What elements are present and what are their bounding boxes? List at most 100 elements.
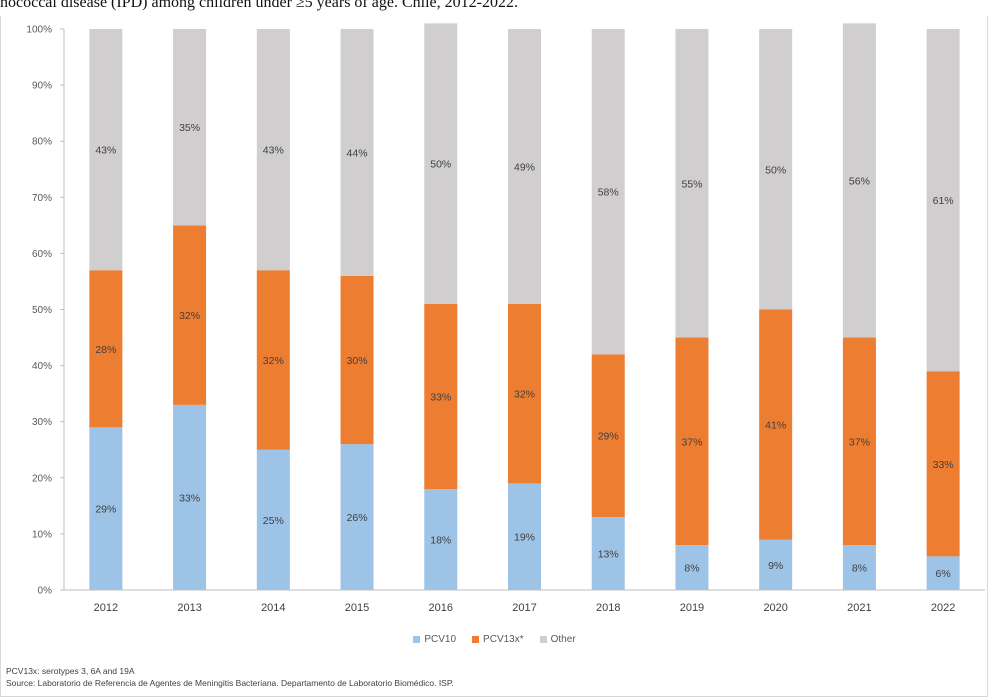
- data-label: 29%: [95, 504, 116, 516]
- chart-frame: [0, 16, 988, 697]
- data-label: 61%: [933, 195, 954, 207]
- bar-segment-pcv10: [759, 539, 793, 590]
- x-tick-label: 2017: [512, 602, 536, 614]
- bar-segment-other: [675, 29, 709, 338]
- legend-item: PCV10: [413, 634, 456, 645]
- data-label: 33%: [179, 492, 200, 504]
- y-tick-label: 10%: [32, 529, 52, 540]
- bar-segment-pcv13x: [842, 337, 876, 546]
- bar-segment-pcv13x: [759, 309, 793, 540]
- data-label: 33%: [933, 459, 954, 471]
- y-tick-label: 20%: [32, 473, 52, 484]
- bar-segment-other: [759, 29, 793, 310]
- data-label: 56%: [849, 175, 870, 187]
- bar-segment-pcv13x: [340, 275, 374, 445]
- legend-item: Other: [539, 634, 576, 645]
- data-label: 35%: [179, 122, 200, 134]
- legend-label: PCV10: [424, 634, 457, 645]
- data-label: 50%: [765, 164, 786, 176]
- bar-segment-pcv10: [926, 556, 960, 590]
- bar-segment-other: [842, 23, 876, 338]
- y-tick-label: 40%: [32, 361, 52, 372]
- x-tick-label: 2012: [94, 602, 118, 614]
- legend-item: PCV13x*: [472, 634, 524, 645]
- data-label: 37%: [681, 436, 702, 448]
- y-tick-label: 0%: [38, 586, 53, 597]
- bar-segment-other: [591, 29, 625, 355]
- y-tick-label: 80%: [32, 137, 52, 148]
- y-tick-label: 100%: [26, 25, 52, 36]
- y-tick-label: 70%: [32, 193, 52, 204]
- bar-segment-pcv13x: [89, 270, 123, 428]
- x-tick-label: 2019: [680, 602, 704, 614]
- y-tick-label: 30%: [32, 417, 52, 428]
- x-tick-label: 2016: [429, 602, 453, 614]
- data-label: 28%: [95, 344, 116, 356]
- data-label: 55%: [681, 178, 702, 190]
- bar-segment-other: [173, 29, 207, 226]
- bar-segment-pcv10: [340, 444, 374, 590]
- bar-segment-pcv10: [89, 427, 123, 590]
- bars-group: 29% 28% 43% 33% 32% 35% 25% 32% 43% 26% 30% 44% 18% 3…: [89, 23, 960, 590]
- data-label: 43%: [95, 145, 116, 157]
- data-label: 8%: [852, 563, 867, 575]
- data-label: 49%: [514, 161, 535, 173]
- bar-segment-pcv10: [842, 545, 876, 590]
- y-axis: 0% 10% 20% 30% 40% 50% 60% 70% 80% 90% 100%: [26, 25, 65, 597]
- legend-label: Other: [550, 634, 576, 645]
- legend-swatch: [472, 636, 480, 643]
- x-tick-label: 2020: [763, 602, 787, 614]
- x-tick-label: 2018: [596, 602, 620, 614]
- legend: PCV10 PCV13x* Other: [0, 634, 989, 645]
- data-label: 33%: [430, 391, 451, 403]
- legend-label: PCV13x*: [483, 634, 524, 645]
- bar-segment-pcv13x: [591, 354, 625, 518]
- bar-segment-other: [424, 23, 458, 304]
- x-tick-label: 2015: [345, 602, 369, 614]
- x-tick-label: 2013: [177, 602, 201, 614]
- data-label: 13%: [598, 549, 619, 561]
- x-axis: 2012 2013 2014 2015 2016 2017 2018 2019 2020 2021…: [64, 589, 985, 614]
- bar-segment-pcv10: [675, 545, 709, 590]
- bar-segment-pcv13x: [508, 303, 541, 484]
- data-label: 18%: [430, 535, 451, 547]
- bar-segment-other: [256, 29, 290, 271]
- legend-swatch: [539, 636, 547, 643]
- bar-segment-pcv13x: [926, 371, 960, 557]
- bar-segment-pcv10: [508, 483, 541, 590]
- data-label: 58%: [598, 187, 619, 199]
- bar-segment-pcv13x: [424, 303, 458, 490]
- data-label: 44%: [347, 147, 368, 159]
- bar-segment-pcv13x: [675, 337, 709, 546]
- bar-segment-pcv13x: [256, 270, 290, 450]
- data-label: 29%: [598, 431, 619, 443]
- bar-segment-other: [926, 29, 960, 372]
- y-tick-label: 60%: [32, 249, 52, 260]
- bar-segment-pcv10: [591, 517, 625, 590]
- data-label: 32%: [179, 310, 200, 322]
- legend-swatch: [413, 636, 421, 643]
- data-label: 30%: [347, 355, 368, 367]
- footnote-source: Source: Laboratorio de Referencia de Age…: [6, 678, 454, 688]
- data-label: 32%: [514, 389, 535, 401]
- bar-segment-pcv10: [173, 404, 207, 590]
- page-title: nococcal disease (IPD) among children un…: [0, 0, 518, 11]
- x-tick-label: 2014: [261, 602, 285, 614]
- data-label: 32%: [263, 355, 284, 367]
- bar-segment-pcv13x: [173, 225, 207, 405]
- y-tick-label: 90%: [32, 81, 52, 92]
- data-label: 9%: [768, 560, 783, 572]
- data-label: 41%: [765, 420, 786, 432]
- bar-segment-pcv10: [424, 489, 458, 590]
- bar-segment-other: [89, 29, 123, 271]
- data-label: 50%: [430, 159, 451, 171]
- data-label: 37%: [849, 436, 870, 448]
- data-label: 25%: [263, 515, 284, 527]
- data-label: 26%: [347, 512, 368, 524]
- footnote-pcv13x: PCV13x: serotypes 3, 6A and 19A: [6, 666, 135, 676]
- data-label: 8%: [684, 563, 699, 575]
- data-label: 6%: [936, 568, 951, 580]
- x-tick-label: 2022: [931, 602, 955, 614]
- footnotes: PCV13x: serotypes 3, 6A and 19A Source: …: [6, 665, 454, 689]
